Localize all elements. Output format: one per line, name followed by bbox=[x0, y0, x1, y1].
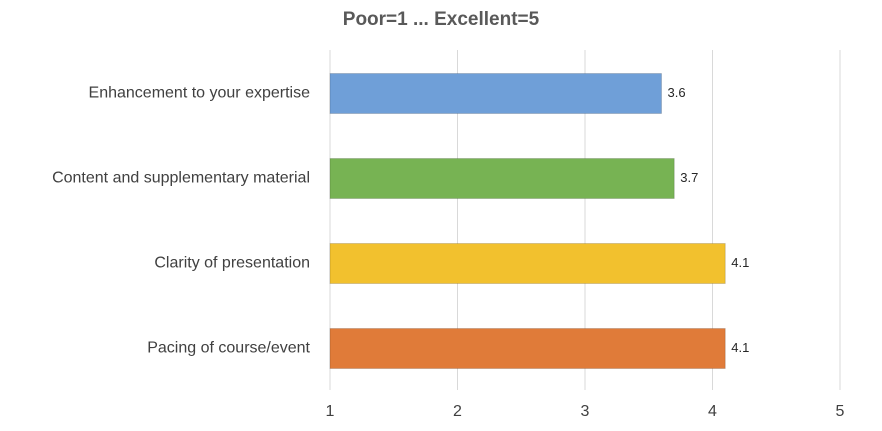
bar bbox=[329, 328, 726, 369]
x-tick-label: 3 bbox=[581, 403, 590, 420]
bar bbox=[329, 73, 662, 114]
x-tick-label: 5 bbox=[836, 403, 845, 420]
x-tick-label: 4 bbox=[708, 403, 717, 420]
value-label: 3.6 bbox=[668, 85, 686, 100]
x-tick-label: 2 bbox=[453, 403, 462, 420]
y-tick-label: Pacing of course/event bbox=[147, 340, 310, 357]
value-label: 3.7 bbox=[680, 170, 698, 185]
bar bbox=[329, 243, 726, 284]
value-label: 4.1 bbox=[731, 340, 749, 355]
value-label: 4.1 bbox=[731, 255, 749, 270]
chart-title: Poor=1 ... Excellent=5 bbox=[343, 9, 540, 30]
x-tick-label: 1 bbox=[326, 403, 335, 420]
y-tick-label: Content and supplementary material bbox=[52, 170, 310, 187]
y-tick-label: Enhancement to your expertise bbox=[89, 85, 311, 102]
bar bbox=[329, 158, 675, 199]
y-tick-label: Clarity of presentation bbox=[154, 255, 310, 272]
